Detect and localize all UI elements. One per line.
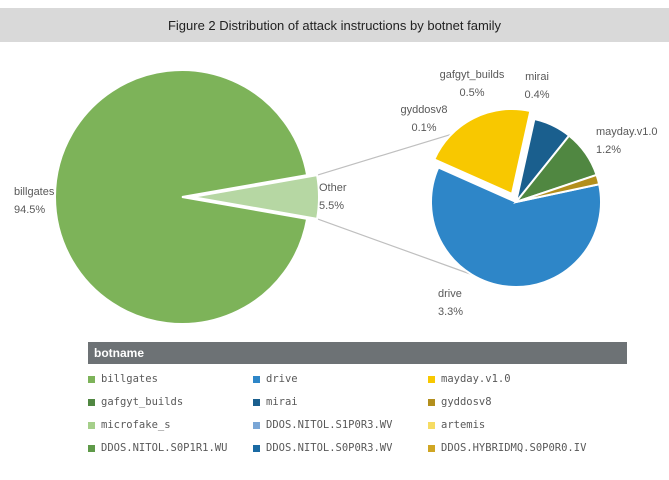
slice-value-other: 5.5% bbox=[319, 200, 344, 212]
legend-item-ddos-nitol-s0p1r1-wu: DDOS.NITOL.S0P1R1.WU bbox=[88, 442, 253, 454]
slice-label-mayday-v1-0: mayday.v1.0 bbox=[596, 126, 658, 138]
slice-label-gyddosv8: gyddosv8 bbox=[400, 104, 447, 116]
slice-label-gafgyt-builds: gafgyt_builds bbox=[440, 69, 505, 81]
legend-label: DDOS.NITOL.S0P1R1.WU bbox=[101, 442, 228, 454]
slice-value-drive: 3.3% bbox=[438, 306, 463, 318]
legend-item-mayday-v1-0: mayday.v1.0 bbox=[428, 373, 627, 385]
legend-swatch bbox=[253, 398, 260, 406]
slice-label-mirai: mirai bbox=[525, 71, 549, 83]
legend-item-mirai: mirai bbox=[253, 396, 428, 408]
legend-label: mayday.v1.0 bbox=[441, 373, 511, 385]
connector-line-bottom bbox=[316, 218, 472, 276]
legend-swatch bbox=[253, 421, 260, 429]
legend-label: drive bbox=[266, 373, 298, 385]
slice-value-gafgyt-builds: 0.5% bbox=[459, 87, 484, 99]
legend-label: DDOS.HYBRIDMQ.S0P0R0.IV bbox=[441, 442, 587, 454]
legend-swatch bbox=[428, 444, 435, 452]
legend-label: microfake_s bbox=[101, 419, 171, 431]
legend-swatch bbox=[88, 398, 95, 406]
bar-of-pie-chart: billgates 94.5% Other 5.5% drive 3.3% mayday.v… bbox=[14, 69, 658, 325]
pie-slice-drive bbox=[430, 166, 602, 288]
legend-item-artemis: artemis bbox=[428, 419, 627, 431]
slice-value-gyddosv8: 0.1% bbox=[411, 122, 436, 134]
slice-label-billgates: billgates bbox=[14, 186, 55, 198]
legend-item-microfake-s: microfake_s bbox=[88, 419, 253, 431]
slice-value-mirai: 0.4% bbox=[524, 89, 549, 101]
legend-swatch bbox=[253, 444, 260, 452]
pie-slice-gyddosv8 bbox=[515, 173, 601, 203]
slice-value-mayday-v1-0: 1.2% bbox=[596, 144, 621, 156]
legend-swatch bbox=[428, 421, 435, 429]
legend-label: DDOS.NITOL.S1P0R3.WV bbox=[266, 419, 393, 431]
legend-label: gafgyt_builds bbox=[101, 396, 184, 408]
legend-label: DDOS.NITOL.S0P0R3.WV bbox=[266, 442, 393, 454]
legend-item-gyddosv8: gyddosv8 bbox=[428, 396, 627, 408]
legend-swatch bbox=[88, 375, 95, 383]
slice-label-drive: drive bbox=[438, 288, 462, 300]
legend-item-billgates: billgates bbox=[88, 373, 253, 385]
legend-label: billgates bbox=[101, 373, 158, 385]
legend-item-ddos-nitol-s1p0r3-wv: DDOS.NITOL.S1P0R3.WV bbox=[253, 419, 428, 431]
legend-swatch bbox=[428, 398, 435, 406]
legend-swatch bbox=[88, 444, 95, 452]
pie-slice-billgates bbox=[54, 69, 309, 325]
pie-slice-other bbox=[191, 174, 320, 220]
legend-item-gafgyt-builds: gafgyt_builds bbox=[88, 396, 253, 408]
legend-swatch bbox=[428, 375, 435, 383]
legend-label: artemis bbox=[441, 419, 486, 431]
slice-value-billgates: 94.5% bbox=[14, 204, 45, 216]
legend: botname billgates drive mayday.v1.0 gafgyt_… bbox=[88, 342, 627, 454]
legend-item-ddos-nitol-s0p0r3-wv: DDOS.NITOL.S0P0R3.WV bbox=[253, 442, 428, 454]
pie-slice-mayday-v1-0 bbox=[432, 108, 532, 196]
legend-label: gyddosv8 bbox=[441, 396, 492, 408]
legend-items: billgates drive mayday.v1.0 gafgyt_builds mi… bbox=[88, 364, 627, 454]
legend-item-drive: drive bbox=[253, 373, 428, 385]
legend-swatch bbox=[253, 375, 260, 383]
legend-item-ddos-hybridmq-s0p0r0-iv: DDOS.HYBRIDMQ.S0P0R0.IV bbox=[428, 442, 627, 454]
legend-swatch bbox=[88, 421, 95, 429]
legend-title: botname bbox=[88, 342, 627, 364]
slice-label-other: Other bbox=[319, 182, 347, 194]
chart-title: Figure 2 Distribution of attack instruct… bbox=[0, 8, 669, 42]
legend-label: mirai bbox=[266, 396, 298, 408]
